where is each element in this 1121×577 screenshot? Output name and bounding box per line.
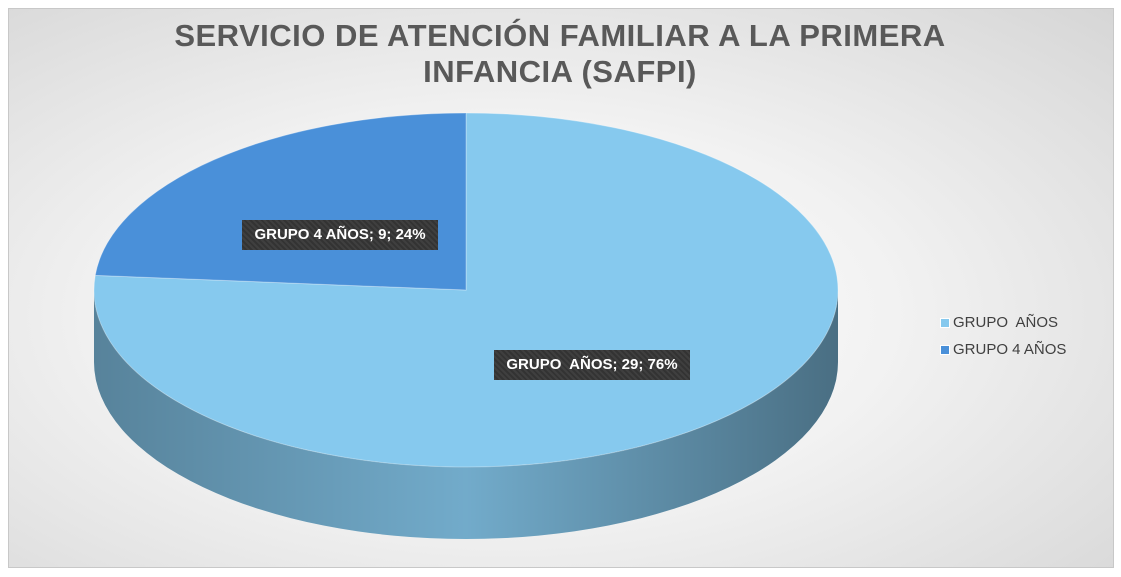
legend-swatch (940, 317, 950, 328)
legend-label: GRUPO AÑOS (953, 314, 1059, 331)
data-label: GRUPO AÑOS; 29; 76% (493, 350, 690, 381)
pie-side-shade (94, 290, 838, 539)
chart-title: SERVICIO DE ATENCIÓN FAMILIAR A LA PRIME… (174, 18, 946, 89)
data-label: GRUPO 4 AÑOS; 9; 24% (242, 219, 439, 250)
legend-item: GRUPO 4 AÑOS (940, 341, 1066, 358)
pie-slice (94, 112, 467, 291)
legend-item: GRUPO AÑOS (940, 314, 1058, 331)
legend-label: GRUPO 4 AÑOS (953, 341, 1067, 358)
legend-swatch (940, 344, 950, 355)
